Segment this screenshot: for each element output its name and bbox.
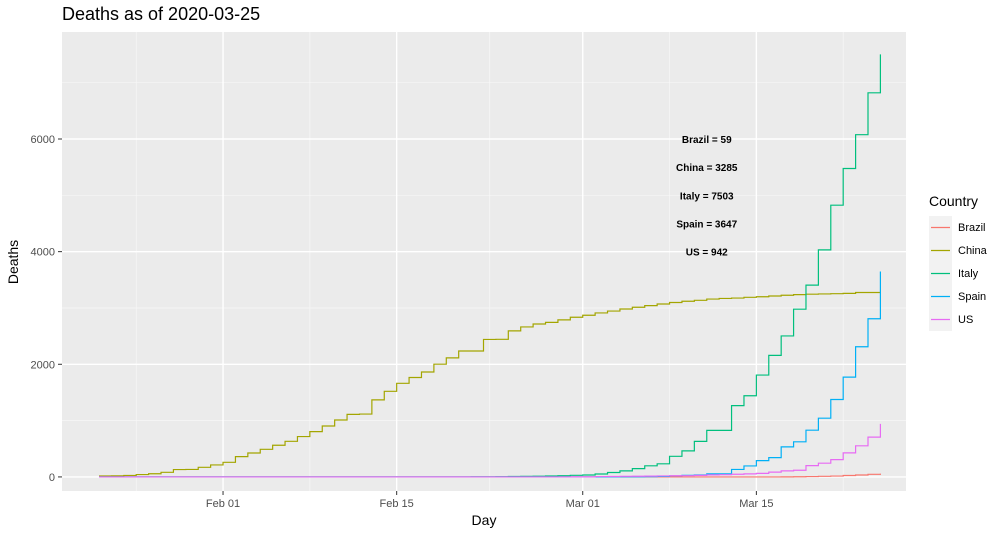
legend-label: Italy bbox=[958, 268, 979, 280]
annotation-label: Italy = 7503 bbox=[680, 191, 734, 202]
series-line-brazil bbox=[99, 473, 881, 478]
y-axis-title: Deaths bbox=[5, 240, 21, 284]
x-tick-label: Feb 15 bbox=[380, 498, 414, 510]
x-tick-label: Feb 01 bbox=[206, 498, 240, 510]
y-tick-label: 6000 bbox=[31, 134, 55, 146]
x-axis-ticks: Feb 01 Feb 15 Mar 01 Mar 15 bbox=[206, 491, 773, 510]
series-lines bbox=[99, 54, 881, 478]
grid-minor bbox=[62, 32, 906, 491]
annotation-label: China = 3285 bbox=[676, 163, 738, 174]
annotation-label: Brazil = 59 bbox=[682, 135, 732, 146]
y-tick-label: 0 bbox=[49, 472, 55, 484]
annotations: Brazil = 59 China = 3285 Italy = 7503 Spain… bbox=[676, 135, 738, 259]
annotation-label: US = 942 bbox=[686, 248, 728, 259]
x-tick-label: Mar 01 bbox=[566, 498, 600, 510]
legend-title: Country bbox=[929, 193, 978, 209]
annotation-label: Spain = 3647 bbox=[676, 219, 737, 230]
chart-title: Deaths as of 2020-03-25 bbox=[62, 4, 260, 24]
legend-label: China bbox=[958, 245, 988, 257]
plot-panel bbox=[62, 32, 906, 491]
legend: Country Brazil China Italy Spain US bbox=[929, 193, 988, 331]
series-line-us bbox=[99, 423, 881, 478]
legend-label: US bbox=[958, 314, 973, 326]
x-axis-title: Day bbox=[472, 512, 497, 528]
y-tick-label: 2000 bbox=[31, 359, 55, 371]
x-tick-label: Mar 15 bbox=[739, 498, 773, 510]
y-tick-label: 4000 bbox=[31, 247, 55, 259]
series-line-china bbox=[99, 291, 881, 477]
legend-label: Spain bbox=[958, 291, 986, 303]
legend-label: Brazil bbox=[958, 222, 986, 234]
y-axis-ticks: 0 2000 4000 6000 bbox=[31, 134, 62, 484]
